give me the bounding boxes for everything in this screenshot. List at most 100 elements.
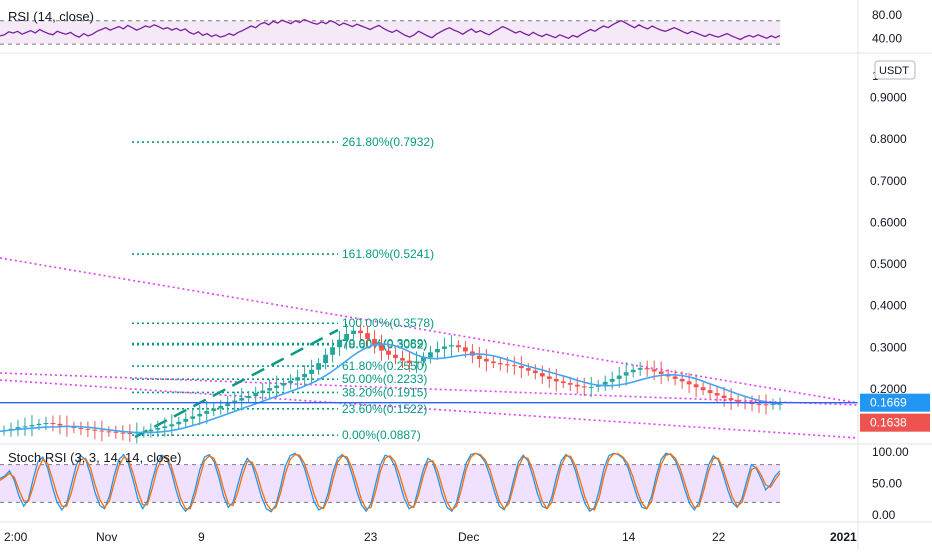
candle-body[interactable] xyxy=(560,381,566,384)
candle-body[interactable] xyxy=(672,376,678,379)
candle-body[interactable] xyxy=(197,413,203,417)
candle-body[interactable] xyxy=(546,376,552,379)
candle-body[interactable] xyxy=(770,403,776,405)
candle-body[interactable] xyxy=(358,330,363,334)
candle-body[interactable] xyxy=(707,390,713,394)
candle-body[interactable] xyxy=(693,384,699,388)
candle-body[interactable] xyxy=(267,388,273,391)
candle-body[interactable] xyxy=(351,330,356,334)
candle-body[interactable] xyxy=(588,386,594,388)
candle-body[interactable] xyxy=(679,378,685,382)
candle-body[interactable] xyxy=(260,390,266,394)
candle-body[interactable] xyxy=(393,354,398,359)
candle-body[interactable] xyxy=(728,398,734,401)
candle-body[interactable] xyxy=(288,380,294,384)
rsi-series-line[interactable] xyxy=(0,18,781,41)
candle-body[interactable] xyxy=(113,431,119,433)
candle-body[interactable] xyxy=(518,366,524,369)
candle-body[interactable] xyxy=(204,410,210,414)
candle-body[interactable] xyxy=(581,386,587,388)
candle-body[interactable] xyxy=(428,352,433,358)
candle-body[interactable] xyxy=(539,373,545,377)
stoch-rsi-pane[interactable] xyxy=(0,452,781,513)
candle-body[interactable] xyxy=(609,378,615,382)
candle-body[interactable] xyxy=(421,357,426,362)
candle-body[interactable] xyxy=(92,429,98,431)
candle-body[interactable] xyxy=(176,421,182,425)
candle-body[interactable] xyxy=(148,429,154,432)
candle-body[interactable] xyxy=(462,347,468,352)
candle-body[interactable] xyxy=(239,398,245,401)
candle-body[interactable] xyxy=(651,369,657,372)
candle-body[interactable] xyxy=(448,345,454,347)
candle-body[interactable] xyxy=(504,364,510,366)
candle-body[interactable] xyxy=(99,430,105,432)
candle-body[interactable] xyxy=(749,403,755,405)
price-pane[interactable]: 261.80%(0.7932) 161.80%(0.5241) 100.00%(0.… xyxy=(0,135,859,444)
candle-body[interactable] xyxy=(302,373,308,378)
candle-body[interactable] xyxy=(85,428,91,430)
candle-body[interactable] xyxy=(400,358,405,361)
candle-body[interactable] xyxy=(57,423,63,426)
candle-body[interactable] xyxy=(700,387,706,391)
projection-line[interactable] xyxy=(134,328,339,439)
candle-body[interactable] xyxy=(777,403,783,405)
candle-body[interactable] xyxy=(714,393,720,396)
candle-body[interactable] xyxy=(29,425,35,427)
candle-body[interactable] xyxy=(532,370,538,374)
candle-body[interactable] xyxy=(316,363,322,370)
candle-body[interactable] xyxy=(344,333,349,340)
lower-trendline[interactable] xyxy=(0,379,859,439)
candle-body[interactable] xyxy=(253,393,259,396)
candle-body[interactable] xyxy=(721,395,727,399)
candle-body[interactable] xyxy=(483,358,489,362)
time-axis[interactable]: 2:00 Nov 9 23 Dec 14 22 2021 xyxy=(4,530,857,544)
candle-body[interactable] xyxy=(71,426,77,429)
candle-body[interactable] xyxy=(22,426,28,428)
candle-body[interactable] xyxy=(274,385,280,389)
candle-body[interactable] xyxy=(623,372,629,376)
candle-body[interactable] xyxy=(225,403,231,406)
candle-body[interactable] xyxy=(616,375,622,379)
candle-body[interactable] xyxy=(309,369,315,374)
candle-body[interactable] xyxy=(511,365,517,367)
middle-trendline[interactable] xyxy=(0,372,859,406)
candle-body[interactable] xyxy=(407,360,412,364)
candle-body[interactable] xyxy=(756,403,762,405)
candle-body[interactable] xyxy=(379,344,384,351)
candle-body[interactable] xyxy=(43,423,49,425)
candle-body[interactable] xyxy=(455,345,461,348)
candle-body[interactable] xyxy=(644,368,650,370)
candle-body[interactable] xyxy=(630,369,636,373)
candle-body[interactable] xyxy=(414,361,419,364)
candle-body[interactable] xyxy=(602,381,608,385)
candle-body[interactable] xyxy=(169,424,175,427)
candle-body[interactable] xyxy=(246,395,252,399)
stoch-rsi-series-line[interactable] xyxy=(0,452,781,513)
candle-body[interactable] xyxy=(162,426,168,429)
candle-body[interactable] xyxy=(15,427,21,429)
candle-body[interactable] xyxy=(553,378,559,382)
candle-body[interactable] xyxy=(497,363,503,365)
candle-body[interactable] xyxy=(337,339,342,348)
candle-body[interactable] xyxy=(155,428,161,430)
candle-body[interactable] xyxy=(386,350,391,355)
candle-body[interactable] xyxy=(211,408,217,411)
candle-body[interactable] xyxy=(490,361,496,364)
candle-body[interactable] xyxy=(120,432,126,434)
rsi-pane[interactable] xyxy=(0,18,781,45)
candle-body[interactable] xyxy=(735,400,741,402)
candle-body[interactable] xyxy=(372,338,377,345)
candle-body[interactable] xyxy=(435,348,440,353)
stoch-rsi-series-line[interactable] xyxy=(0,452,781,511)
candle-body[interactable] xyxy=(50,423,56,425)
candle-body[interactable] xyxy=(281,383,287,386)
candle-body[interactable] xyxy=(127,433,133,435)
candle-body[interactable] xyxy=(78,428,84,430)
candle-body[interactable] xyxy=(365,333,370,339)
candle-body[interactable] xyxy=(574,384,580,387)
candle-body[interactable] xyxy=(442,346,447,349)
candle-body[interactable] xyxy=(567,383,573,385)
candle-body[interactable] xyxy=(476,355,482,359)
